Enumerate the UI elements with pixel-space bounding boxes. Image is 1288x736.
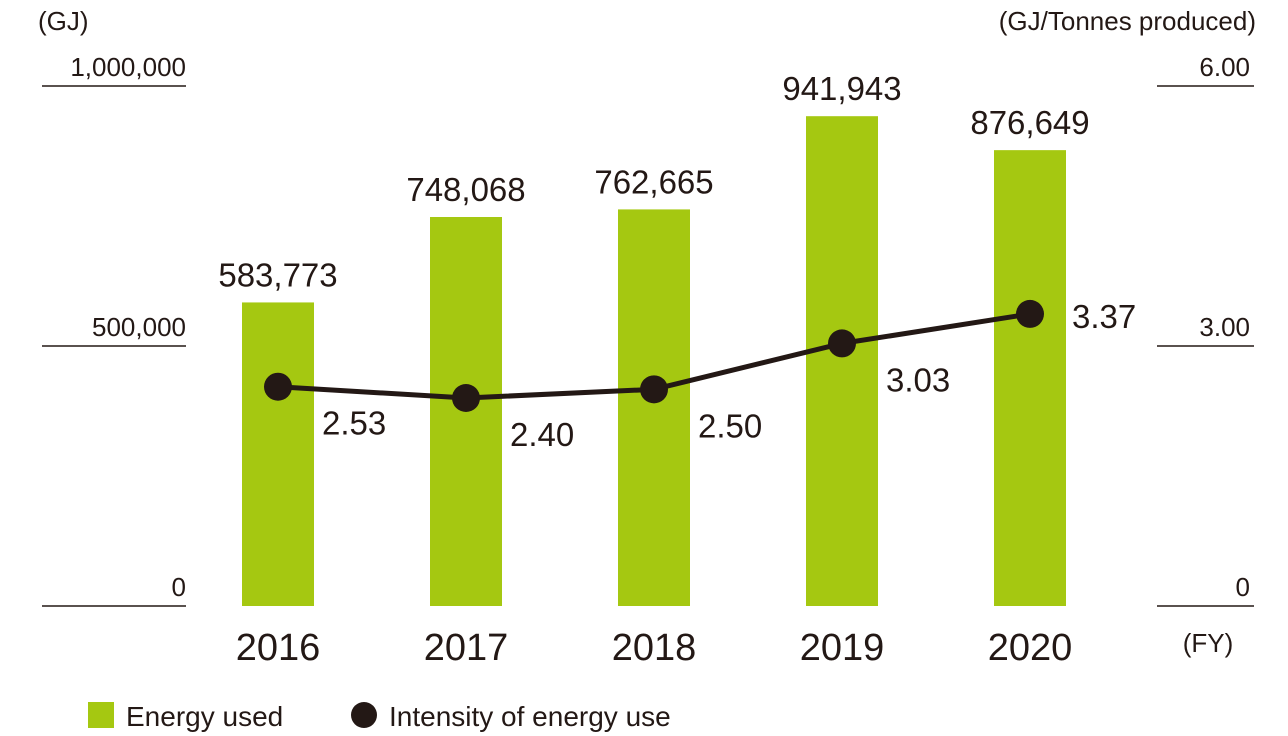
x-tick-label: 2016 — [236, 627, 321, 669]
intensity-point — [264, 372, 292, 401]
intensity-point — [452, 384, 480, 412]
energy-bar-label: 748,068 — [406, 171, 525, 208]
energy-bar-label: 941,943 — [782, 70, 901, 107]
legend-label-intensity: Intensity of energy use — [389, 701, 671, 732]
x-tick-label: 2018 — [612, 627, 697, 669]
legend-marker-intensity — [351, 702, 377, 728]
x-axis-labels: 2016 2017 2018 2019 2020 — [236, 627, 1073, 669]
intensity-point — [1016, 299, 1044, 328]
right-tick-label: 3.00 — [1199, 312, 1250, 342]
legend-swatch-energy-used — [88, 702, 114, 728]
intensity-label: 2.40 — [510, 416, 574, 453]
legend: Energy used Intensity of energy use — [88, 701, 671, 732]
intensity-line-layer: 2.53 2.40 2.50 3.03 3.37 — [264, 298, 1136, 453]
energy-bar-label: 876,649 — [970, 104, 1089, 141]
intensity-label: 2.53 — [322, 405, 386, 442]
energy-bar — [806, 116, 878, 606]
x-tick-label: 2019 — [800, 627, 885, 669]
left-tick-label: 0 — [172, 572, 186, 602]
legend-label-energy-used: Energy used — [126, 701, 283, 732]
right-axis-unit: (GJ/Tonnes produced) — [999, 6, 1256, 36]
energy-bar-labels: 583,773 748,068 762,665 941,943 876,649 — [218, 70, 1089, 293]
left-tick-label: 500,000 — [92, 312, 186, 342]
right-axis-ticks: 0 3.00 6.00 — [1157, 52, 1254, 607]
left-axis-unit: (GJ) — [38, 6, 89, 36]
energy-bar — [618, 209, 690, 607]
left-tick-label: 1,000,000 — [70, 52, 186, 82]
intensity-label: 3.37 — [1072, 298, 1136, 335]
intensity-label: 3.03 — [886, 361, 950, 398]
x-tick-label: 2020 — [988, 627, 1073, 669]
intensity-point — [640, 375, 668, 404]
energy-bar — [242, 302, 314, 606]
left-axis-ticks: 0 500,000 1,000,000 — [42, 52, 186, 607]
x-tick-label: 2017 — [424, 627, 509, 669]
energy-bar-label: 762,665 — [594, 163, 713, 200]
energy-bars — [242, 116, 1066, 607]
x-axis-unit: (FY) — [1183, 628, 1234, 658]
right-tick-label: 6.00 — [1199, 52, 1250, 82]
intensity-label: 2.50 — [698, 407, 762, 444]
right-tick-label: 0 — [1236, 572, 1250, 602]
energy-bar-label: 583,773 — [218, 256, 337, 293]
energy-bar — [994, 150, 1066, 606]
intensity-point — [828, 329, 856, 358]
